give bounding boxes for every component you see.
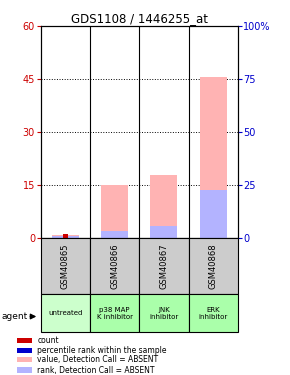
Bar: [90, 238, 139, 294]
Bar: [52, 236, 79, 238]
Title: GDS1108 / 1446255_at: GDS1108 / 1446255_at: [71, 12, 208, 25]
Bar: [41, 294, 90, 332]
Text: agent: agent: [1, 312, 28, 321]
Bar: [17, 348, 32, 353]
Text: GSM40866: GSM40866: [110, 243, 119, 289]
Bar: [139, 238, 188, 294]
Bar: [52, 235, 79, 238]
Text: value, Detection Call = ABSENT: value, Detection Call = ABSENT: [37, 355, 159, 364]
Text: GSM40868: GSM40868: [209, 243, 218, 289]
Bar: [150, 175, 177, 238]
Bar: [139, 294, 188, 332]
Bar: [188, 238, 238, 294]
Bar: [101, 185, 128, 238]
Text: percentile rank within the sample: percentile rank within the sample: [37, 346, 167, 355]
Text: GSM40867: GSM40867: [159, 243, 168, 289]
Text: JNK
inhibitor: JNK inhibitor: [149, 307, 178, 320]
Bar: [90, 294, 139, 332]
Text: count: count: [37, 336, 59, 345]
Text: untreated: untreated: [48, 310, 82, 316]
Bar: [150, 226, 177, 238]
Text: p38 MAP
K inhibitor: p38 MAP K inhibitor: [97, 307, 133, 320]
Bar: [17, 338, 32, 344]
Bar: [188, 294, 238, 332]
Bar: [17, 357, 32, 362]
Bar: [200, 78, 227, 238]
Text: ERK
inhibitor: ERK inhibitor: [199, 307, 228, 320]
Text: rank, Detection Call = ABSENT: rank, Detection Call = ABSENT: [37, 366, 155, 375]
Bar: [41, 238, 90, 294]
Bar: [63, 234, 68, 238]
Bar: [17, 368, 32, 373]
Bar: [200, 190, 227, 238]
Text: GSM40865: GSM40865: [61, 243, 70, 289]
Bar: [101, 231, 128, 238]
